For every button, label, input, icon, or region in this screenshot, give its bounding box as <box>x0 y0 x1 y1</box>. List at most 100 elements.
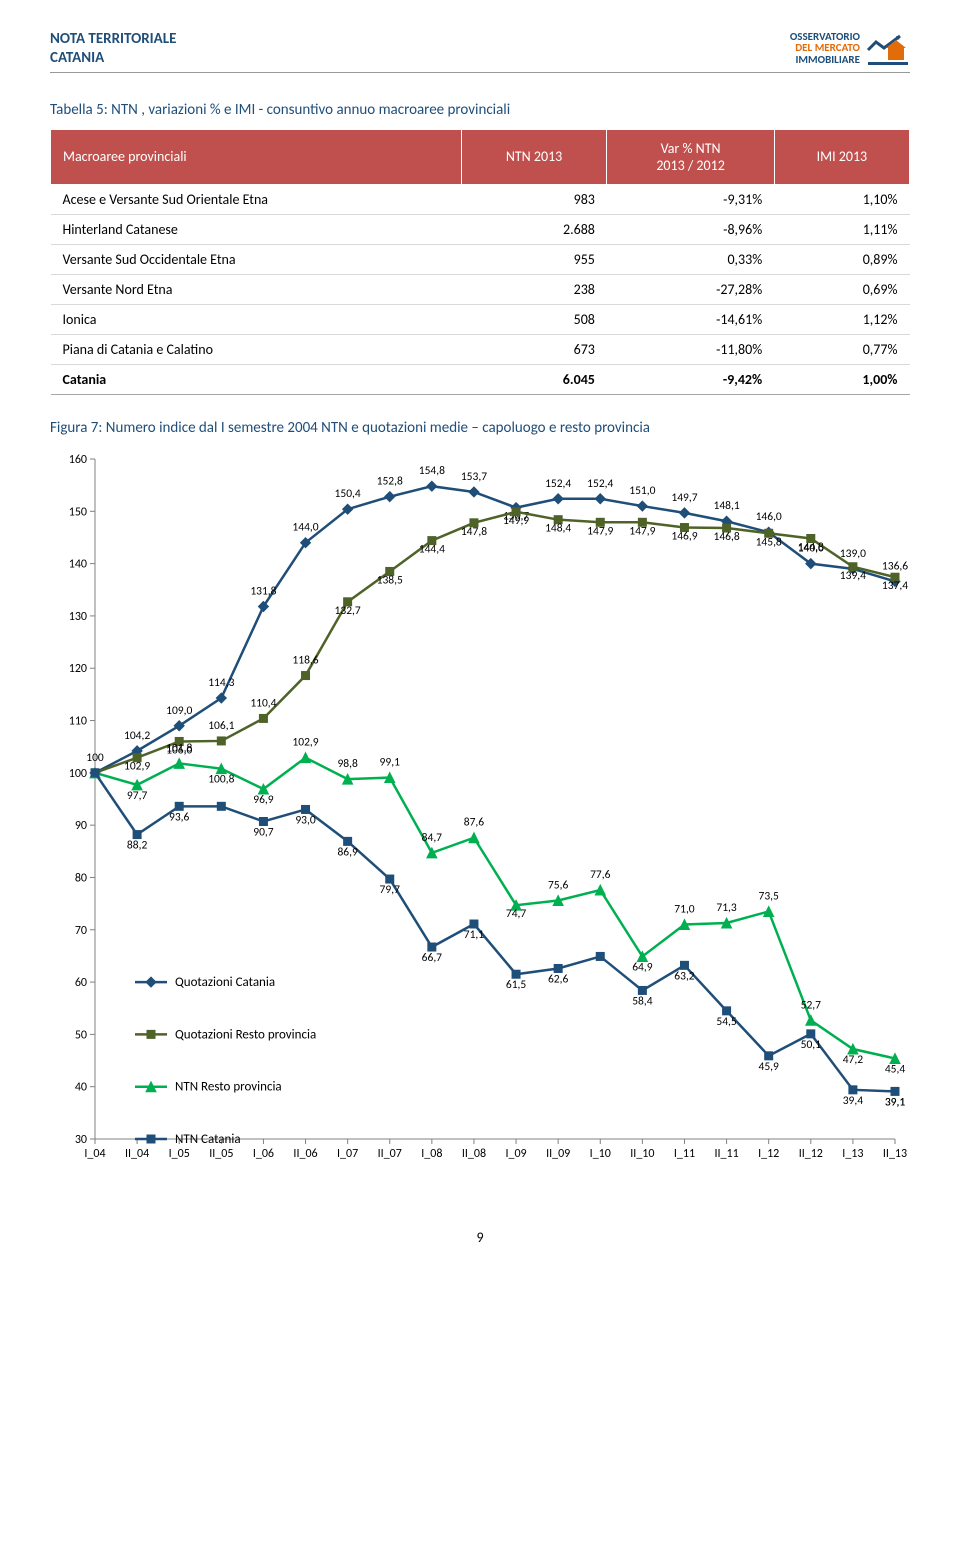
table-cell: 1,12% <box>774 304 909 334</box>
table-header-cell: Macroaree provinciali <box>51 129 462 184</box>
svg-text:138,5: 138,5 <box>377 573 403 587</box>
svg-text:50,1: 50,1 <box>801 1037 822 1051</box>
svg-text:144,4: 144,4 <box>419 542 445 556</box>
svg-text:45,4: 45,4 <box>885 1062 906 1076</box>
svg-text:93,6: 93,6 <box>169 810 190 824</box>
svg-text:104,2: 104,2 <box>124 728 150 742</box>
svg-text:71,0: 71,0 <box>674 902 695 916</box>
svg-text:152,4: 152,4 <box>587 476 613 490</box>
svg-text:64,9: 64,9 <box>632 960 653 974</box>
line-chart: 30405060708090100110120130140150160I_04I… <box>50 449 910 1189</box>
svg-text:45,9: 45,9 <box>759 1059 780 1073</box>
svg-text:131,8: 131,8 <box>250 584 276 598</box>
table-cell: -27,28% <box>607 274 774 304</box>
svg-text:139,0: 139,0 <box>840 546 866 560</box>
svg-text:114,3: 114,3 <box>208 676 234 690</box>
svg-text:139,4: 139,4 <box>840 568 866 582</box>
svg-text:99,1: 99,1 <box>380 755 401 769</box>
table-row: Acese e Versante Sud Orientale Etna983-9… <box>51 184 910 214</box>
svg-text:90: 90 <box>75 819 87 833</box>
svg-text:79,7: 79,7 <box>380 883 401 897</box>
table-cell: 0,89% <box>774 244 909 274</box>
svg-text:II_10: II_10 <box>630 1147 654 1161</box>
svg-text:II_13: II_13 <box>883 1147 907 1161</box>
table-cell: 238 <box>461 274 607 304</box>
svg-text:110,4: 110,4 <box>250 696 276 710</box>
svg-text:II_12: II_12 <box>799 1147 823 1161</box>
svg-text:148,1: 148,1 <box>713 499 739 513</box>
svg-text:47,2: 47,2 <box>843 1053 864 1067</box>
table-cell: -11,80% <box>607 334 774 364</box>
svg-text:146,9: 146,9 <box>671 529 697 543</box>
svg-text:60: 60 <box>75 976 87 990</box>
svg-text:73,5: 73,5 <box>759 889 780 903</box>
svg-text:149,9: 149,9 <box>503 513 529 527</box>
svg-text:I_12: I_12 <box>758 1147 779 1161</box>
svg-text:147,9: 147,9 <box>629 524 655 538</box>
svg-text:71,3: 71,3 <box>716 900 737 914</box>
svg-text:147,8: 147,8 <box>461 524 487 538</box>
svg-text:160: 160 <box>69 453 87 467</box>
table-cell: 508 <box>461 304 607 334</box>
svg-text:NTN Catania: NTN Catania <box>175 1132 241 1147</box>
svg-text:II_11: II_11 <box>714 1147 738 1161</box>
svg-text:62,6: 62,6 <box>548 972 569 986</box>
svg-text:101,8: 101,8 <box>166 741 192 755</box>
svg-text:I_08: I_08 <box>421 1147 442 1161</box>
table-cell: -9,42% <box>607 364 774 394</box>
svg-text:70: 70 <box>75 923 87 937</box>
svg-text:118,6: 118,6 <box>292 653 318 667</box>
svg-text:II_05: II_05 <box>209 1147 233 1161</box>
table-cell: 673 <box>461 334 607 364</box>
svg-text:39,4: 39,4 <box>843 1093 864 1107</box>
svg-text:80: 80 <box>75 871 87 885</box>
table-cell: Acese e Versante Sud Orientale Etna <box>51 184 462 214</box>
svg-text:88,2: 88,2 <box>127 838 148 852</box>
table-cell: -9,31% <box>607 184 774 214</box>
table-cell: Hinterland Catanese <box>51 214 462 244</box>
svg-text:132,7: 132,7 <box>335 603 361 617</box>
svg-text:102,9: 102,9 <box>124 759 150 773</box>
svg-text:148,4: 148,4 <box>545 521 571 535</box>
svg-text:39,1: 39,1 <box>885 1095 906 1109</box>
svg-text:102,9: 102,9 <box>292 735 318 749</box>
svg-text:97,7: 97,7 <box>127 788 148 802</box>
svg-text:74,7: 74,7 <box>506 907 527 921</box>
svg-text:71,1: 71,1 <box>464 928 485 942</box>
table-cell: Ionica <box>51 304 462 334</box>
svg-text:93,0: 93,0 <box>295 813 316 827</box>
svg-text:Quotazioni Resto provincia: Quotazioni Resto provincia <box>175 1027 316 1042</box>
svg-text:50: 50 <box>75 1028 87 1042</box>
svg-text:54,5: 54,5 <box>716 1014 737 1028</box>
svg-text:100: 100 <box>86 750 104 764</box>
svg-text:152,4: 152,4 <box>545 476 571 490</box>
svg-text:II_04: II_04 <box>125 1147 149 1161</box>
table-cell: 1,10% <box>774 184 909 214</box>
svg-text:145,8: 145,8 <box>756 535 782 549</box>
logo-text: OSSERVATORIO DEL MERCATO IMMOBILIARE <box>790 31 860 66</box>
table-cell: 955 <box>461 244 607 274</box>
svg-text:84,7: 84,7 <box>422 830 443 844</box>
svg-text:146,8: 146,8 <box>713 530 739 544</box>
svg-text:NTN Resto provincia: NTN Resto provincia <box>175 1079 282 1094</box>
svg-text:137,4: 137,4 <box>882 579 908 593</box>
svg-text:Quotazioni Catania: Quotazioni Catania <box>175 975 275 990</box>
svg-text:96,9: 96,9 <box>253 793 274 807</box>
svg-text:75,6: 75,6 <box>548 878 569 892</box>
svg-text:63,2: 63,2 <box>674 969 695 983</box>
svg-text:I_09: I_09 <box>505 1147 526 1161</box>
table-total-row: Catania6.045-9,42%1,00% <box>51 364 910 394</box>
svg-text:98,8: 98,8 <box>337 757 358 771</box>
house-chart-icon <box>866 30 910 66</box>
table-header-cell: Var % NTN2013 / 2012 <box>607 129 774 184</box>
svg-text:100,8: 100,8 <box>208 772 234 786</box>
svg-text:140: 140 <box>69 557 87 571</box>
svg-text:87,6: 87,6 <box>464 815 485 829</box>
data-table: Macroaree provincialiNTN 2013Var % NTN20… <box>50 129 910 395</box>
svg-text:151,0: 151,0 <box>629 484 655 498</box>
svg-text:100: 100 <box>69 766 87 780</box>
table-row: Ionica508-14,61%1,12% <box>51 304 910 334</box>
table-cell: 0,69% <box>774 274 909 304</box>
header-line2: CATANIA <box>50 49 176 68</box>
svg-text:61,5: 61,5 <box>506 978 527 992</box>
